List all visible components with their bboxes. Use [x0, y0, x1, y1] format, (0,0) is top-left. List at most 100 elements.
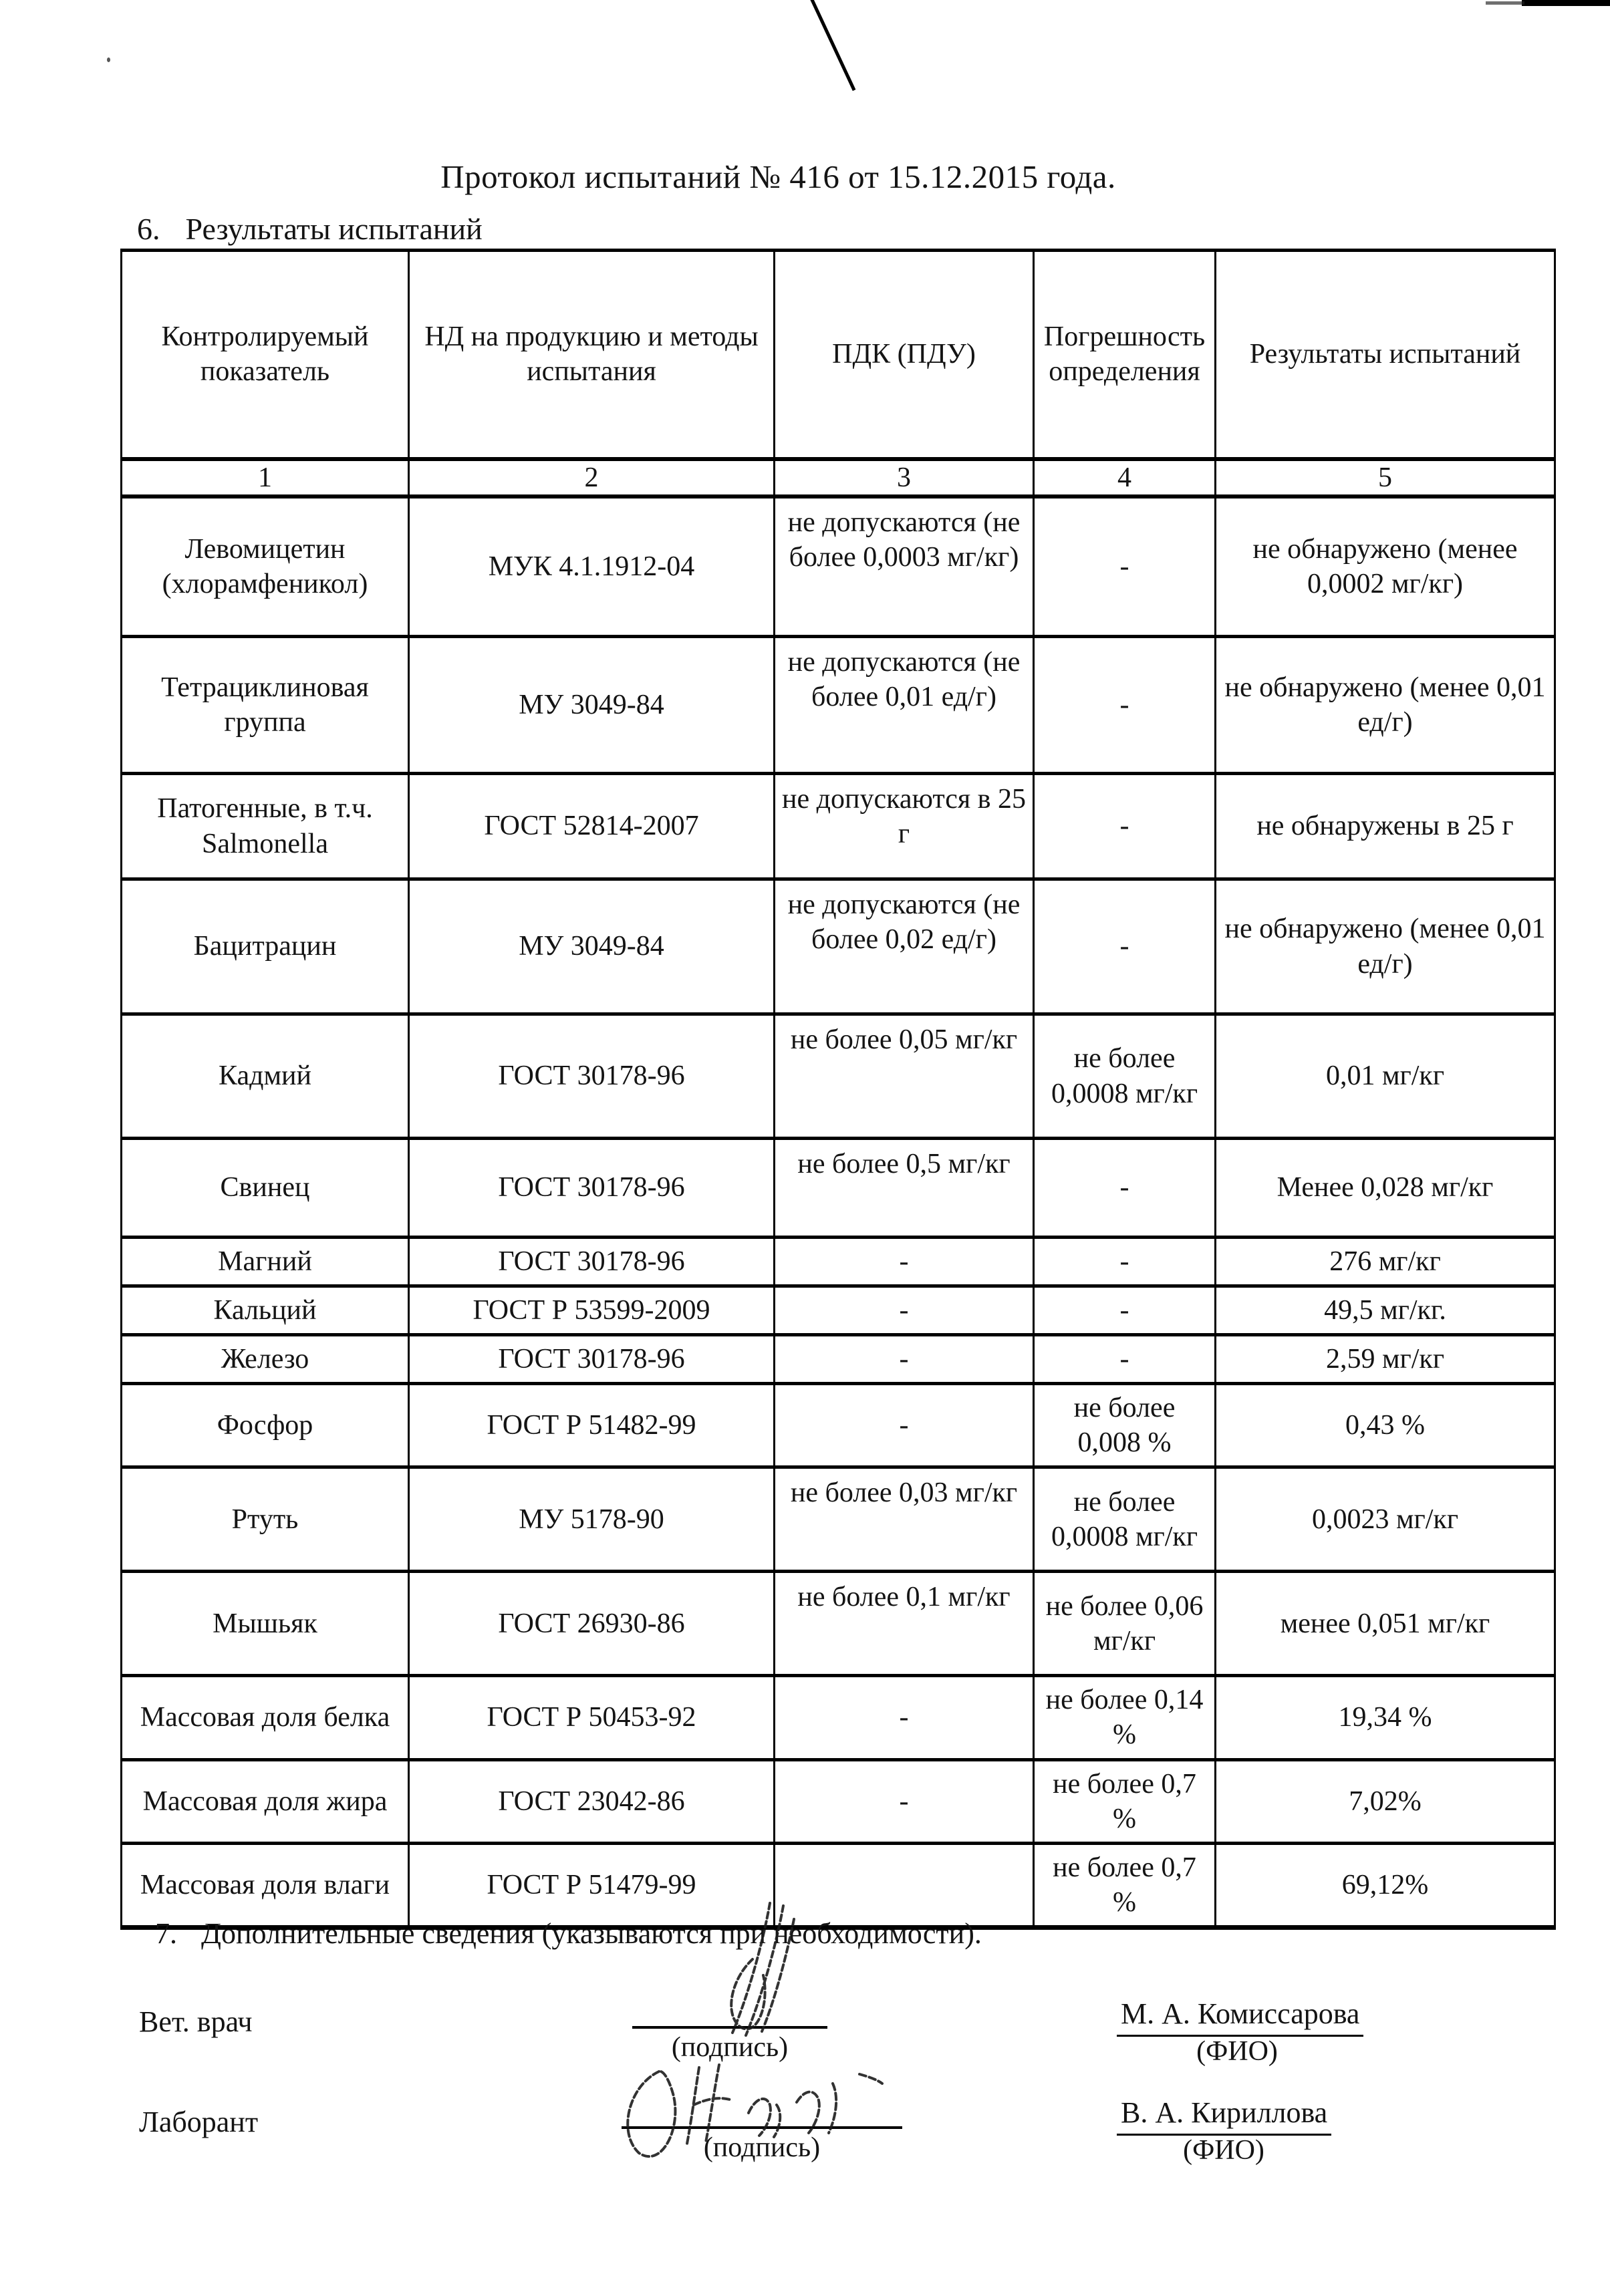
cell-limit: не более 0,5 мг/кг: [773, 1137, 1035, 1239]
column-number: 1: [120, 456, 410, 498]
header-method: НД на продукцию и методы испытания: [408, 249, 775, 460]
header-limit: ПДК (ПДУ): [773, 249, 1035, 460]
cell-limit: не более 0,05 мг/кг: [773, 1012, 1035, 1140]
cell-limit: не допускаются (не более 0,02 ед/г): [773, 877, 1035, 1016]
page-title: Протокол испытаний № 416 от 15.12.2015 г…: [440, 158, 1116, 195]
table-row: Кадмий ГОСТ 30178-96 не более 0,05 мг/кг не…: [120, 1012, 1556, 1140]
cell-method: МУ 3049-84: [408, 635, 775, 775]
cell-method: ГОСТ 26930-86: [408, 1570, 775, 1678]
cell-method: МУК 4.1.1912-04: [408, 494, 775, 638]
name-caption-lab: (ФИО): [1183, 2135, 1264, 2166]
cell-indicator: Патогенные, в т.ч. Salmonella: [120, 772, 410, 881]
cell-result: 0,43 %: [1214, 1382, 1556, 1469]
table-row: Мышьяк ГОСТ 26930-86 не более 0,1 мг/кг не …: [120, 1570, 1556, 1678]
cell-method: МУ 3049-84: [408, 877, 775, 1016]
cell-result: Менее 0,028 мг/кг: [1214, 1137, 1556, 1239]
cell-error: не более 0,008 %: [1033, 1382, 1216, 1469]
section-number: 6.: [137, 212, 160, 246]
cell-limit: -: [773, 1235, 1035, 1288]
cell-indicator: Ртуть: [120, 1465, 410, 1574]
cell-indicator: Левомицетин (хлорамфеникол): [120, 494, 410, 638]
table-row: Ртуть МУ 5178-90 не более 0,03 мг/кг не бол…: [120, 1465, 1556, 1574]
column-number: 2: [408, 456, 775, 498]
cell-error: -: [1033, 1333, 1216, 1386]
cell-limit: не допускаются (не более 0,0003 мг/кг): [773, 494, 1035, 638]
table-row: Патогенные, в т.ч. Salmonella ГОСТ 52814-…: [120, 772, 1556, 881]
cell-error: -: [1033, 772, 1216, 881]
cell-indicator: Магний: [120, 1235, 410, 1288]
cell-result: 19,34 %: [1214, 1674, 1556, 1761]
cell-error: -: [1033, 1235, 1216, 1288]
signatory-role-vet: Вет. врач: [139, 2005, 253, 2038]
additional-info-item: 7. Дополнительные сведения (указываются п…: [155, 1916, 982, 1951]
cell-error: не более 0,7 %: [1033, 1757, 1216, 1845]
signature-caption-vet: (подпись): [671, 2032, 789, 2063]
cell-indicator: Кальций: [120, 1284, 410, 1337]
column-number: 5: [1214, 456, 1556, 498]
cell-result: 7,02%: [1214, 1757, 1556, 1845]
cell-method: ГОСТ Р 53599-2009: [408, 1284, 775, 1337]
section-heading: 6. Результаты испытаний: [137, 211, 483, 247]
cell-error: -: [1033, 1137, 1216, 1239]
cell-limit: не допускаются в 25 г: [773, 772, 1035, 881]
cell-method: ГОСТ Р 51482-99: [408, 1382, 775, 1469]
cell-result: менее 0,051 мг/кг: [1214, 1570, 1556, 1678]
cell-indicator: Массовая доля жира: [120, 1757, 410, 1845]
cell-error: -: [1033, 877, 1216, 1016]
cell-method: ГОСТ 23042-86: [408, 1757, 775, 1845]
scan-artifact-corner-smudge: [1486, 1, 1524, 5]
cell-limit: -: [773, 1382, 1035, 1469]
cell-method: ГОСТ 52814-2007: [408, 772, 775, 881]
cell-result: не обнаружены в 25 г: [1214, 772, 1556, 881]
cell-result: 49,5 мг/кг.: [1214, 1284, 1556, 1337]
column-numbers-row: 1 2 3 4 5: [120, 456, 1556, 498]
header-row: Контролируемый показатель НД на продукци…: [120, 249, 1556, 460]
column-number: 4: [1033, 456, 1216, 498]
cell-result: 2,59 мг/кг: [1214, 1333, 1556, 1386]
cell-error: не более 0,7 %: [1033, 1841, 1216, 1930]
cell-error: не более 0,0008 мг/кг: [1033, 1012, 1216, 1140]
table-row: Массовая доля влаги ГОСТ Р 51479-99 не бол…: [120, 1841, 1556, 1930]
cell-method: ГОСТ 30178-96: [408, 1235, 775, 1288]
cell-method: ГОСТ Р 50453-92: [408, 1674, 775, 1761]
signatory-name-lab: В. А. Кириллова: [1117, 2096, 1332, 2136]
cell-error: -: [1033, 635, 1216, 775]
item-number: 7.: [155, 1917, 177, 1950]
cell-error: не более 0,06 мг/кг: [1033, 1570, 1216, 1678]
table-row: Массовая доля белка ГОСТ Р 50453-92- не бо…: [120, 1674, 1556, 1761]
table-row: Бацитрацин МУ 3049-84 не допускаются (не б…: [120, 877, 1556, 1016]
signatory-role-lab: Лаборант: [139, 2106, 259, 2138]
cell-error: -: [1033, 494, 1216, 638]
cell-method: ГОСТ 30178-96: [408, 1137, 775, 1239]
cell-indicator: Бацитрацин: [120, 877, 410, 1016]
cell-limit: не допускаются (не более 0,01 ед/г): [773, 635, 1035, 775]
cell-result: 276 мг/кг: [1214, 1235, 1556, 1288]
cell-error: не более 0,14 %: [1033, 1674, 1216, 1761]
cell-method: МУ 5178-90: [408, 1465, 775, 1574]
cell-limit: не более 0,1 мг/кг: [773, 1570, 1035, 1678]
cell-result: 0,0023 мг/кг: [1214, 1465, 1556, 1574]
cell-result: не обнаружено (менее 0,0002 мг/кг): [1214, 494, 1556, 638]
cell-limit: -: [773, 1333, 1035, 1386]
signature-line-lab: [622, 2126, 902, 2129]
cell-method: ГОСТ 30178-96: [408, 1012, 775, 1140]
cell-method: ГОСТ Р 51479-99: [408, 1841, 775, 1930]
table-row: Магний ГОСТ 30178-96- -276 мг/кг: [120, 1235, 1556, 1288]
scan-artifact-diagonal-line: [807, 0, 856, 92]
scan-artifact-corner-bar: [1522, 0, 1610, 6]
table-row: Кальций ГОСТ Р 53599-2009- -49,5 мг/кг.: [120, 1284, 1556, 1337]
cell-method: ГОСТ 30178-96: [408, 1333, 775, 1386]
cell-indicator: Мышьяк: [120, 1570, 410, 1678]
cell-error: не более 0,0008 мг/кг: [1033, 1465, 1216, 1574]
header-indicator: Контролируемый показатель: [120, 249, 410, 460]
table-row: Левомицетин (хлорамфеникол) МУК 4.1.1912-…: [120, 494, 1556, 638]
table-row: Фосфор ГОСТ Р 51482-99- не более 0,008 % 0,…: [120, 1382, 1556, 1469]
table-row: Массовая доля жира ГОСТ 23042-86- не более…: [120, 1757, 1556, 1845]
name-caption-vet: (ФИО): [1196, 2036, 1278, 2067]
section-label: Результаты испытаний: [185, 212, 483, 246]
cell-result: 0,01 мг/кг: [1214, 1012, 1556, 1140]
header-result: Результаты испытаний: [1214, 249, 1556, 460]
table-row: Свинец ГОСТ 30178-96 не более 0,5 мг/кг - Ме…: [120, 1137, 1556, 1239]
cell-indicator: Свинец: [120, 1137, 410, 1239]
